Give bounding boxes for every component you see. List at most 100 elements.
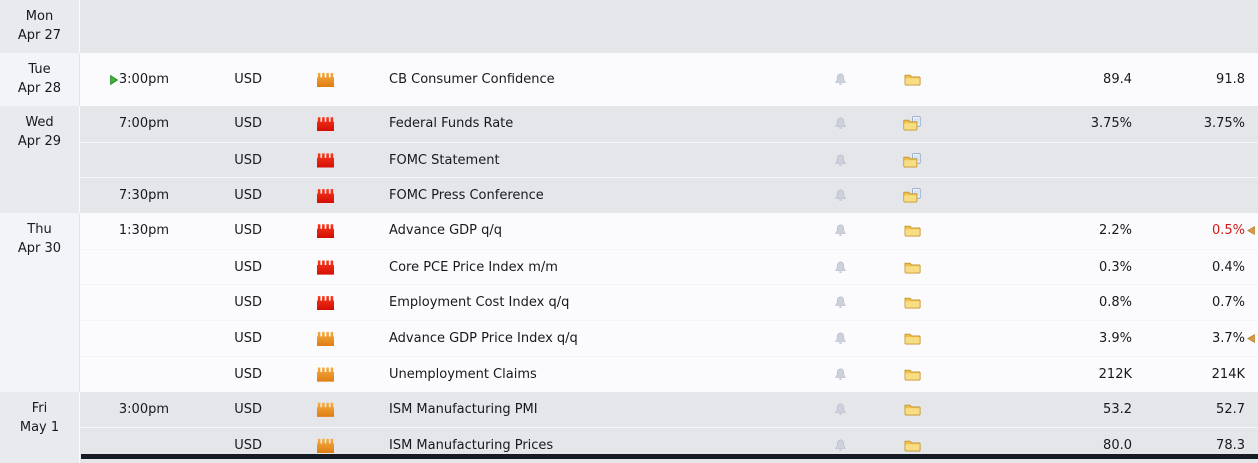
event-currency: USD <box>234 188 262 204</box>
event-row: USD Employment Cost Index q/q 0.8% 0.7% <box>80 284 1258 320</box>
event-name[interactable]: Core PCE Price Index m/m <box>389 259 558 275</box>
event-time-text: 7:00pm <box>118 116 169 132</box>
event-row: USD ISM Manufacturing Prices 80.0 78.3 <box>80 427 1258 463</box>
forecast-value: 212K <box>1098 366 1132 382</box>
report-folder-icon[interactable] <box>903 152 921 168</box>
forecast-value: 0.3% <box>1098 259 1132 275</box>
event-row: USD Advance GDP Price Index q/q 3.9% 3.7… <box>80 320 1258 356</box>
event-time-text: 3:00pm <box>118 72 169 87</box>
alert-bell-icon[interactable] <box>835 224 846 237</box>
detail-folder-icon[interactable] <box>904 332 921 345</box>
impact-icon <box>317 117 334 132</box>
forecast-value: 80.0 <box>1103 438 1132 454</box>
alert-bell-icon[interactable] <box>835 73 846 86</box>
forecast-value: 3.75% <box>1090 116 1132 132</box>
previous-value: 0.7% <box>1211 295 1245 311</box>
event-name[interactable]: Unemployment Claims <box>389 366 537 382</box>
event-currency: USD <box>234 330 262 346</box>
alert-bell-icon[interactable] <box>835 189 846 202</box>
detail-folder-icon[interactable] <box>904 224 921 237</box>
revised-arrow-icon <box>1247 226 1255 236</box>
alert-bell-icon[interactable] <box>835 439 846 452</box>
event-name[interactable]: Advance GDP q/q <box>389 223 503 239</box>
revised-arrow-icon <box>1247 333 1255 343</box>
event-time <box>80 285 179 320</box>
alert-bell-icon[interactable] <box>835 296 846 309</box>
weekday-label: Mon <box>25 9 54 24</box>
event-row: USD FOMC Statement <box>80 141 1258 178</box>
detail-folder-icon[interactable] <box>904 403 921 416</box>
event-time: 7:30pm <box>80 178 179 213</box>
report-folder-icon[interactable] <box>903 116 921 131</box>
weekday-label: Thu <box>27 222 52 238</box>
event-name[interactable]: Federal Funds Rate <box>389 116 514 132</box>
day-block: Tue Apr 28 3:00pm USD CB Consumer Confid… <box>0 53 1258 106</box>
previous-value: 214K <box>1211 366 1245 382</box>
detail-folder-icon[interactable] <box>904 368 921 381</box>
date-cell: Thu Apr 30 <box>0 213 80 392</box>
event-name[interactable]: FOMC Statement <box>389 152 500 168</box>
impact-icon <box>317 189 334 204</box>
date-label: May 1 <box>19 419 60 435</box>
detail-folder-icon[interactable] <box>904 296 921 309</box>
date-label: Apr 30 <box>17 241 62 257</box>
weekday-label: Fri <box>31 400 48 416</box>
report-folder-icon[interactable] <box>903 188 921 203</box>
alert-bell-icon[interactable] <box>835 367 846 381</box>
impact-icon <box>317 72 334 87</box>
day-block: Mon Apr 27 <box>0 0 1258 53</box>
alert-bell-icon[interactable] <box>835 117 846 130</box>
event-currency: USD <box>234 366 262 382</box>
event-time <box>80 250 179 285</box>
previous-value: 3.7% <box>1211 330 1245 346</box>
previous-value: 3.75% <box>1203 116 1245 132</box>
detail-folder-icon[interactable] <box>904 439 921 452</box>
impact-icon <box>317 367 334 382</box>
forecast-value <box>930 143 1135 178</box>
previous-value: 52.7 <box>1216 401 1245 417</box>
date-cell: Fri May 1 <box>0 391 80 463</box>
event-currency: USD <box>234 295 262 311</box>
previous-value: 0.4% <box>1211 259 1245 275</box>
alert-bell-icon[interactable] <box>835 332 846 345</box>
previous-value: 91.8 <box>1216 72 1245 87</box>
detail-folder-icon[interactable] <box>904 73 921 86</box>
day-block: Fri May 1 3:00pm USD ISM Manufacturing P… <box>0 391 1258 463</box>
event-name[interactable]: ISM Manufacturing PMI <box>389 401 538 417</box>
alert-bell-icon[interactable] <box>835 260 846 274</box>
event-currency: USD <box>234 438 262 454</box>
event-name[interactable]: Advance GDP Price Index q/q <box>389 330 578 346</box>
alert-bell-icon[interactable] <box>835 403 846 416</box>
event-time: 7:00pm <box>80 106 179 142</box>
date-cell: Tue Apr 28 <box>0 53 80 106</box>
event-name[interactable]: ISM Manufacturing Prices <box>389 438 554 454</box>
event-name[interactable]: FOMC Press Conference <box>389 188 544 204</box>
forecast-value: 3.9% <box>1098 330 1132 346</box>
day-block: Wed Apr 29 7:00pm USD Federal Funds Rate… <box>0 106 1258 214</box>
date-label: Apr 27 <box>17 28 62 43</box>
detail-folder-icon[interactable] <box>904 261 921 274</box>
event-row: USD Core PCE Price Index m/m 0.3% 0.4% <box>80 248 1258 285</box>
event-name[interactable]: Employment Cost Index q/q <box>389 295 570 311</box>
bottom-dark-bar <box>81 454 1258 459</box>
date-label: Apr 28 <box>17 81 62 96</box>
weekday-label: Wed <box>25 115 54 130</box>
event-currency: USD <box>234 223 262 239</box>
day-events: 7:00pm USD Federal Funds Rate 3.75% 3.75… <box>80 106 1258 214</box>
day-events <box>80 0 1258 53</box>
alert-bell-icon[interactable] <box>835 153 846 167</box>
event-time <box>80 143 179 178</box>
date-cell: Mon Apr 27 <box>0 0 80 53</box>
event-row: 7:00pm USD Federal Funds Rate 3.75% 3.75… <box>80 106 1258 142</box>
event-row: 3:00pm USD CB Consumer Confidence 89.4 9… <box>80 53 1258 106</box>
forecast-value: 2.2% <box>1098 223 1132 239</box>
event-time <box>80 321 179 356</box>
event-name[interactable]: CB Consumer Confidence <box>389 72 555 87</box>
event-row: 7:30pm USD FOMC Press Conference <box>80 177 1258 213</box>
event-time-text: 7:30pm <box>118 188 169 204</box>
forecast-value: 89.4 <box>1103 72 1132 87</box>
event-time-text: 3:00pm <box>118 401 169 417</box>
impact-icon <box>317 296 334 311</box>
day-events: 3:00pm USD ISM Manufacturing PMI 53.2 52… <box>80 391 1258 463</box>
